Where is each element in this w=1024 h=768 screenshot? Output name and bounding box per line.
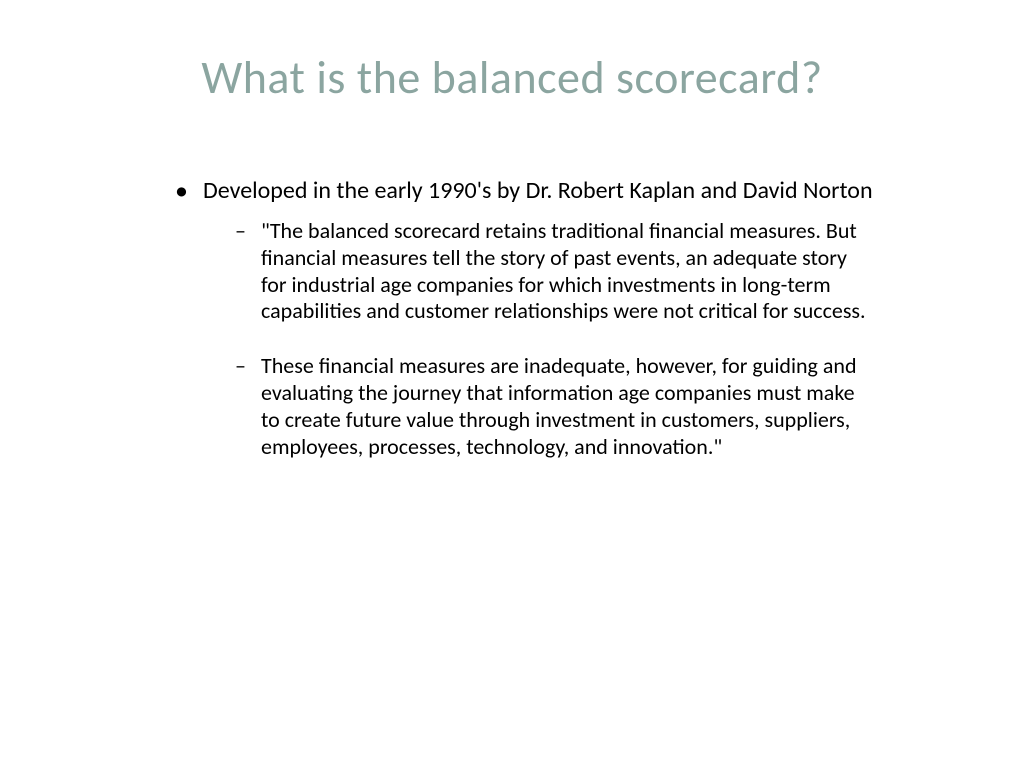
slide-container: What is the balanced scorecard? Develope… [0,0,1024,768]
slide-content: Developed in the early 1990's by Dr. Rob… [90,176,934,461]
sub-bullet: These financial measures are inadequate,… [235,353,874,460]
sub-bullet: "The balanced scorecard retains traditio… [235,218,874,325]
slide-title: What is the balanced scorecard? [90,50,934,106]
main-bullet: Developed in the early 1990's by Dr. Rob… [175,176,874,206]
sub-bullet-list: "The balanced scorecard retains traditio… [175,218,874,461]
